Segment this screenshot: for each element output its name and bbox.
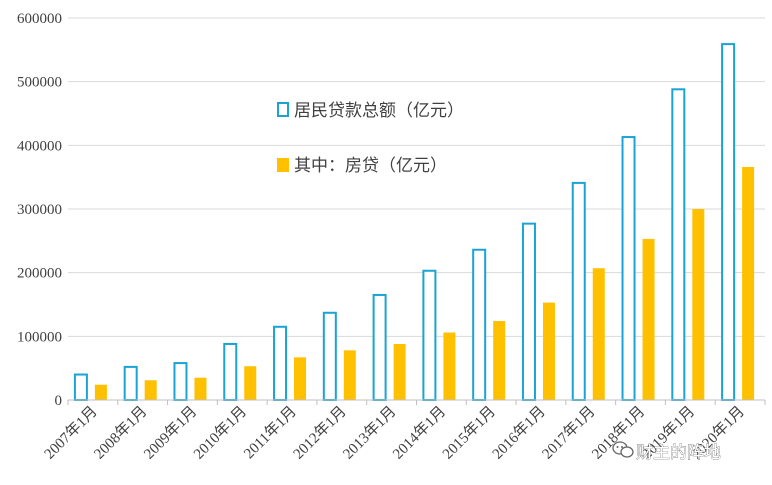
- bar-total-loans: [322, 311, 337, 402]
- bar-mortgage: [244, 366, 257, 400]
- y-tick-label: 500000: [17, 75, 62, 91]
- bar-total-loans: [422, 269, 437, 401]
- y-tick-label: 0: [55, 393, 63, 409]
- legend-swatch-total-loans: [277, 102, 289, 117]
- bar-total-loans: [223, 342, 238, 401]
- x-tick-label: 2016年1月: [489, 403, 549, 463]
- bar-mortgage: [493, 321, 506, 400]
- bar-total-loans: [123, 365, 138, 402]
- x-tick-label: 2010年1月: [190, 403, 250, 463]
- x-tick-label: 2014年1月: [389, 403, 449, 463]
- y-tick-label: 600000: [17, 11, 62, 27]
- bar-total-loans: [521, 222, 536, 401]
- y-tick-label: 400000: [17, 138, 62, 154]
- bar-total-loans: [273, 325, 288, 401]
- bar-mortgage: [94, 384, 107, 400]
- bars: [73, 43, 755, 402]
- bar-mortgage: [692, 209, 705, 400]
- wechat-icon: [612, 441, 634, 458]
- bar-total-loans: [472, 248, 487, 401]
- x-tick-label: 2011年1月: [241, 403, 300, 462]
- bar-mortgage: [642, 238, 655, 400]
- bar-mortgage: [343, 350, 356, 400]
- bar-mortgage: [592, 268, 605, 400]
- bar-mortgage: [194, 377, 207, 400]
- bar-total-loans: [571, 181, 586, 401]
- x-tick-label: 2009年1月: [141, 403, 201, 463]
- legend-label-mortgage: 其中：房贷（亿元）: [294, 156, 447, 176]
- bar-total-loans: [671, 88, 686, 401]
- bar-total-loans: [73, 373, 88, 401]
- x-tick-label: 2013年1月: [340, 403, 400, 463]
- bar-mortgage: [542, 302, 555, 400]
- y-tick-label: 300000: [17, 202, 62, 218]
- legend-label-total-loans: 居民贷款总额（亿元）: [294, 101, 464, 121]
- y-axis: 0 100000 200000 300000 400000 500000 600000: [17, 11, 62, 409]
- legend: 居民贷款总额（亿元） 其中：房贷（亿元）: [277, 101, 464, 176]
- y-tick-label: 100000: [17, 329, 62, 345]
- x-tick-label: 2008年1月: [91, 403, 151, 463]
- bar-total-loans: [173, 362, 188, 401]
- bar-mortgage: [294, 357, 307, 400]
- bar-mortgage: [144, 380, 157, 400]
- legend-swatch-mortgage: [277, 158, 289, 172]
- x-tick-label: 2012年1月: [290, 403, 350, 463]
- bar-mortgage: [443, 332, 456, 400]
- watermark-label: 财主的阵地: [636, 443, 721, 463]
- bar-mortgage: [742, 166, 755, 400]
- bar-mortgage: [393, 343, 406, 400]
- x-tick-label: 2015年1月: [439, 403, 499, 463]
- bar-total-loans: [721, 43, 736, 401]
- watermark: 财主的阵地: [612, 441, 721, 463]
- gridlines: [68, 17, 765, 337]
- x-tick-label: 2007年1月: [41, 403, 101, 463]
- x-tick-label: 2017年1月: [539, 403, 599, 463]
- bar-total-loans: [372, 293, 387, 402]
- y-tick-label: 200000: [17, 266, 62, 282]
- bar-total-loans: [621, 136, 636, 401]
